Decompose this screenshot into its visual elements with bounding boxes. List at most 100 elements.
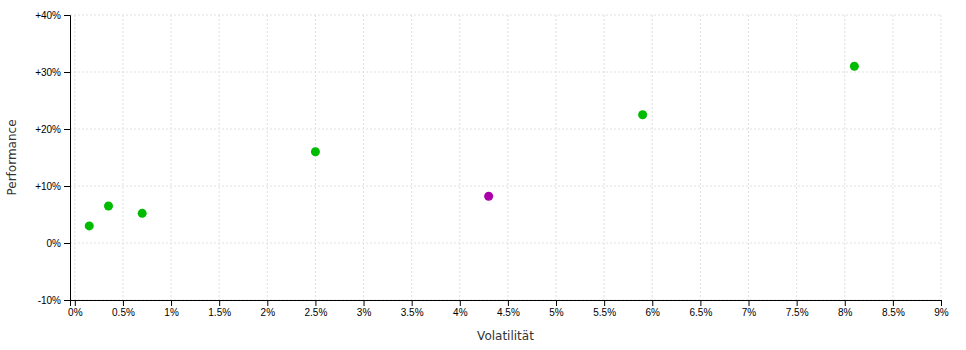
grid-line-y (70, 15, 941, 16)
x-tick-mark (845, 300, 846, 306)
x-tick-mark (219, 300, 220, 306)
x-tick-mark (700, 300, 701, 306)
x-tick-mark (604, 300, 605, 306)
x-tick-label: 2% (261, 307, 276, 318)
x-tick: 1.5% (208, 300, 231, 318)
x-tick: 8% (838, 300, 853, 318)
x-tick-mark (893, 300, 894, 306)
point (311, 147, 320, 156)
x-tick-label: 1% (164, 307, 179, 318)
y-axis-line (64, 16, 71, 301)
x-tick: 7.5% (786, 300, 809, 318)
x-tick-label: 8.5% (882, 307, 905, 318)
y-tick-label: +20% (35, 124, 61, 135)
x-tick-label: 0.5% (112, 307, 135, 318)
chart: 0% 0.5% 1% 1.5% 2% 2.5% 3% 3.5% 4% 4.5% 5% 5.5% 6% 6.… (0, 0, 966, 350)
grid-line-x (171, 15, 172, 300)
x-tick-mark (652, 300, 653, 306)
y-tick-mark (64, 186, 70, 187)
x-tick: 3% (357, 300, 372, 318)
x-tick-mark (797, 300, 798, 306)
grid-line-y (70, 243, 941, 244)
y-tick-label: -10% (38, 295, 61, 306)
x-tick-label: 9% (934, 307, 949, 318)
x-tick: 5% (549, 300, 564, 318)
x-tick-label: 6% (646, 307, 661, 318)
grid-line-x (892, 15, 893, 300)
y-tick: +10% (35, 181, 70, 192)
x-tick: 5.5% (593, 300, 616, 318)
x-tick: 0% (68, 300, 83, 318)
grid-line-x (700, 15, 701, 300)
x-tick: 4.5% (497, 300, 520, 318)
x-tick-label: 4% (453, 307, 468, 318)
x-tick-mark (412, 300, 413, 306)
y-axis: -10% 0% +10% +20% +30% +40% (35, 10, 70, 306)
x-tick-label: 7.5% (786, 307, 809, 318)
grid-line-x (219, 15, 220, 300)
grid-line-x (556, 15, 557, 300)
y-tick-mark (64, 15, 70, 16)
grid-line-x (315, 15, 316, 300)
x-tick-label: 1.5% (208, 307, 231, 318)
x-tick-mark (941, 300, 942, 306)
grid-line-x (411, 15, 412, 300)
x-tick: 6.5% (689, 300, 712, 318)
x-tick: 2.5% (305, 300, 328, 318)
x-tick-mark (75, 300, 76, 306)
x-tick-mark (749, 300, 750, 306)
x-axis: 0% 0.5% 1% 1.5% 2% 2.5% 3% 3.5% 4% 4.5% 5% 5.5% 6% 6.… (68, 300, 949, 318)
x-axis-title: Volatilität (477, 329, 534, 343)
point (138, 209, 147, 218)
x-tick-mark (556, 300, 557, 306)
grid (70, 15, 941, 300)
grid-line-x (363, 15, 364, 300)
x-axis-line (71, 301, 942, 307)
x-tick-mark (364, 300, 365, 306)
points (85, 62, 859, 231)
x-tick-mark (315, 300, 316, 306)
grid-line-x (748, 15, 749, 300)
grid-line-x (459, 15, 460, 300)
grid-line-y (70, 129, 941, 130)
x-tick: 4% (453, 300, 468, 318)
x-tick: 9% (934, 300, 949, 318)
grid-line-x (652, 15, 653, 300)
y-tick: 0% (47, 238, 70, 249)
y-tick: +40% (35, 10, 70, 21)
grid-line-x (844, 15, 845, 300)
grid-line-x (604, 15, 605, 300)
x-tick: 8.5% (882, 300, 905, 318)
x-tick-mark (171, 300, 172, 306)
point (484, 192, 493, 201)
point (638, 110, 647, 119)
y-tick-label: +40% (35, 10, 61, 21)
grid-line-y (70, 186, 941, 187)
x-tick-label: 5.5% (593, 307, 616, 318)
y-tick-mark (64, 243, 70, 244)
y-tick: +30% (35, 67, 70, 78)
grid-line-x (122, 15, 123, 300)
grid-line-x (507, 15, 508, 300)
x-tick-label: 5% (549, 307, 564, 318)
y-tick: +20% (35, 124, 70, 135)
y-tick-mark (64, 300, 70, 301)
x-tick: 2% (261, 300, 276, 318)
x-tick-label: 4.5% (497, 307, 520, 318)
y-tick-mark (64, 129, 70, 130)
x-tick-label: 0% (68, 307, 83, 318)
grid-line-x (267, 15, 268, 300)
grid-line-y (70, 72, 941, 73)
x-tick-label: 3.5% (401, 307, 424, 318)
y-tick: -10% (38, 295, 70, 306)
x-tick-mark (460, 300, 461, 306)
y-tick-label: +10% (35, 181, 61, 192)
x-tick: 3.5% (401, 300, 424, 318)
y-tick-label: 0% (47, 238, 62, 249)
point (104, 201, 113, 210)
point (85, 221, 94, 230)
x-tick: 1% (164, 300, 179, 318)
x-tick-label: 2.5% (305, 307, 328, 318)
plot: 0% 0.5% 1% 1.5% 2% 2.5% 3% 3.5% 4% 4.5% 5% 5.5% 6% 6.… (35, 10, 949, 318)
y-tick-label: +30% (35, 67, 61, 78)
